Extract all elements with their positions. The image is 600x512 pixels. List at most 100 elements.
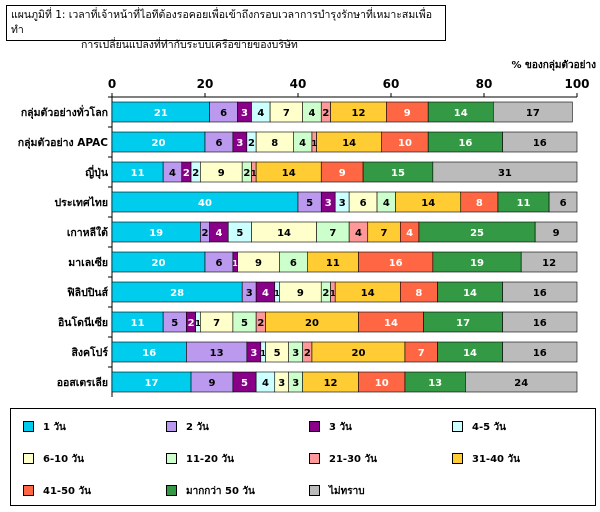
bar-data-label: 14 xyxy=(282,168,296,179)
bar-data-label: 2 xyxy=(257,318,264,329)
bar-data-label: 20 xyxy=(305,318,319,329)
legend-swatch xyxy=(23,421,34,432)
x-tick-label: 100 xyxy=(564,77,589,91)
bar-data-label: 17 xyxy=(526,108,540,119)
bar-data-label: 6 xyxy=(220,108,227,119)
bar-data-label: 5 xyxy=(274,348,281,359)
bar-segment xyxy=(492,101,573,123)
bar-data-label: 12 xyxy=(542,258,556,269)
bar-data-label: 14 xyxy=(463,348,477,359)
legend-label: 11-20 วัน xyxy=(186,454,234,465)
bar-data-label: 14 xyxy=(277,228,291,239)
bar-data-label: 1 xyxy=(330,289,336,298)
legend-label: 2 วัน xyxy=(186,422,209,433)
bar-data-label: 13 xyxy=(428,378,442,389)
bar-data-label: 31 xyxy=(498,168,512,179)
bar-data-label: 6 xyxy=(215,258,222,269)
legend-swatch xyxy=(166,421,177,432)
bar-data-label: 2 xyxy=(202,228,209,239)
bar-data-label: 2 xyxy=(183,168,190,179)
bar-data-label: 40 xyxy=(198,198,212,209)
bar-data-label: 7 xyxy=(283,108,290,119)
category-label: ออสเตรเลีย xyxy=(57,376,108,389)
legend-swatch xyxy=(309,485,320,496)
bar-data-label: 3 xyxy=(250,348,257,359)
bar-data-label: 7 xyxy=(213,318,220,329)
legend-label: 6-10 วัน xyxy=(43,454,84,465)
bar-data-label: 4 xyxy=(383,198,390,209)
bar-data-label: 1 xyxy=(232,259,238,268)
bar-data-label: 9 xyxy=(297,288,304,299)
legend: 1 วัน 2 วัน 3 วัน 4-5 วัน 6-10 วัน 11-20 วัน 2… xyxy=(10,408,596,506)
bar-data-label: 16 xyxy=(533,288,547,299)
bar-data-label: 8 xyxy=(476,198,483,209)
bar-data-label: 2 xyxy=(192,168,199,179)
bar-data-label: 2 xyxy=(248,138,255,149)
bar-data-label: 9 xyxy=(208,378,215,389)
category-label: มาเลเซีย xyxy=(68,256,108,269)
bar-data-label: 14 xyxy=(463,288,477,299)
bar-data-label: 11 xyxy=(517,198,531,209)
bar-data-label: 6 xyxy=(215,138,222,149)
bar-data-label: 3 xyxy=(292,348,299,359)
bar-data-label: 4 xyxy=(215,228,222,239)
bar-segment xyxy=(502,341,578,363)
bar-data-label: 20 xyxy=(152,138,166,149)
bar-data-label: 4 xyxy=(262,288,269,299)
bar-data-label: 5 xyxy=(236,228,243,239)
bar-data-label: 2 xyxy=(188,318,195,329)
bar-segment xyxy=(520,251,578,273)
legend-label: 41-50 วัน xyxy=(43,486,91,497)
chart-title-box: แผนภูมิที่ 1: เวลาที่เจ้าหน้าที่ไอทีต้อง… xyxy=(6,5,446,51)
bar-data-label: 2 xyxy=(322,288,329,299)
bar-data-label: 4 xyxy=(262,378,269,389)
bar-data-label: 1 xyxy=(251,169,257,178)
category-label: กลุ่มตัวอย่าง APAC xyxy=(18,137,109,150)
bar-data-label: 28 xyxy=(170,288,184,299)
bar-data-label: 25 xyxy=(470,228,484,239)
chart-title-line-2: การเปลี่ยนแปลงที่ทำกับระบบเครือข่ายของบร… xyxy=(81,39,298,51)
legend-label: 31-40 วัน xyxy=(472,454,520,465)
bar-data-label: 9 xyxy=(218,168,225,179)
bar-data-label: 14 xyxy=(454,108,468,119)
bar-data-label: 2 xyxy=(322,108,329,119)
bar-segment xyxy=(534,221,578,243)
bar-data-label: 4 xyxy=(406,228,413,239)
bar-data-label: 19 xyxy=(470,258,484,269)
category-label: เกาหลีใต้ xyxy=(67,225,108,239)
bar-data-label: 12 xyxy=(324,378,338,389)
bar-data-label: 2 xyxy=(243,168,250,179)
bar-data-label: 1 xyxy=(311,139,317,148)
x-tick-label: 80 xyxy=(476,77,493,91)
bar-data-label: 4 xyxy=(299,138,306,149)
bar-data-label: 16 xyxy=(458,138,472,149)
category-label: กลุ่มตัวอย่างทั่วโลก xyxy=(21,104,108,120)
bar-data-label: 11 xyxy=(131,168,145,179)
bar-data-label: 1 xyxy=(274,289,280,298)
bar-data-label: 3 xyxy=(241,108,248,119)
bar-data-label: 16 xyxy=(389,258,403,269)
bar-data-label: 7 xyxy=(329,228,336,239)
bar-data-label: 3 xyxy=(339,198,346,209)
bar-data-label: 6 xyxy=(560,198,567,209)
bar-data-label: 4 xyxy=(257,108,264,119)
bar-data-label: 15 xyxy=(391,168,405,179)
bar-data-label: 3 xyxy=(236,138,243,149)
bar-data-label: 1 xyxy=(260,349,266,358)
bar-data-label: 16 xyxy=(142,348,156,359)
bar-data-label: 10 xyxy=(375,378,389,389)
bar-data-label: 3 xyxy=(278,378,285,389)
bar-data-label: 13 xyxy=(210,348,224,359)
bar-data-label: 3 xyxy=(292,378,299,389)
bar-data-label: 9 xyxy=(255,258,262,269)
legend-label: 3 วัน xyxy=(329,422,352,433)
legend-label: 4-5 วัน xyxy=(472,422,506,433)
bar-data-label: 5 xyxy=(306,198,313,209)
bar-data-label: 11 xyxy=(131,318,145,329)
legend-swatch xyxy=(23,485,34,496)
bar-data-label: 4 xyxy=(169,168,176,179)
bar-segment xyxy=(465,371,578,393)
bar-data-label: 5 xyxy=(241,378,248,389)
bar-data-label: 20 xyxy=(152,258,166,269)
bar-data-label: 4 xyxy=(308,108,315,119)
